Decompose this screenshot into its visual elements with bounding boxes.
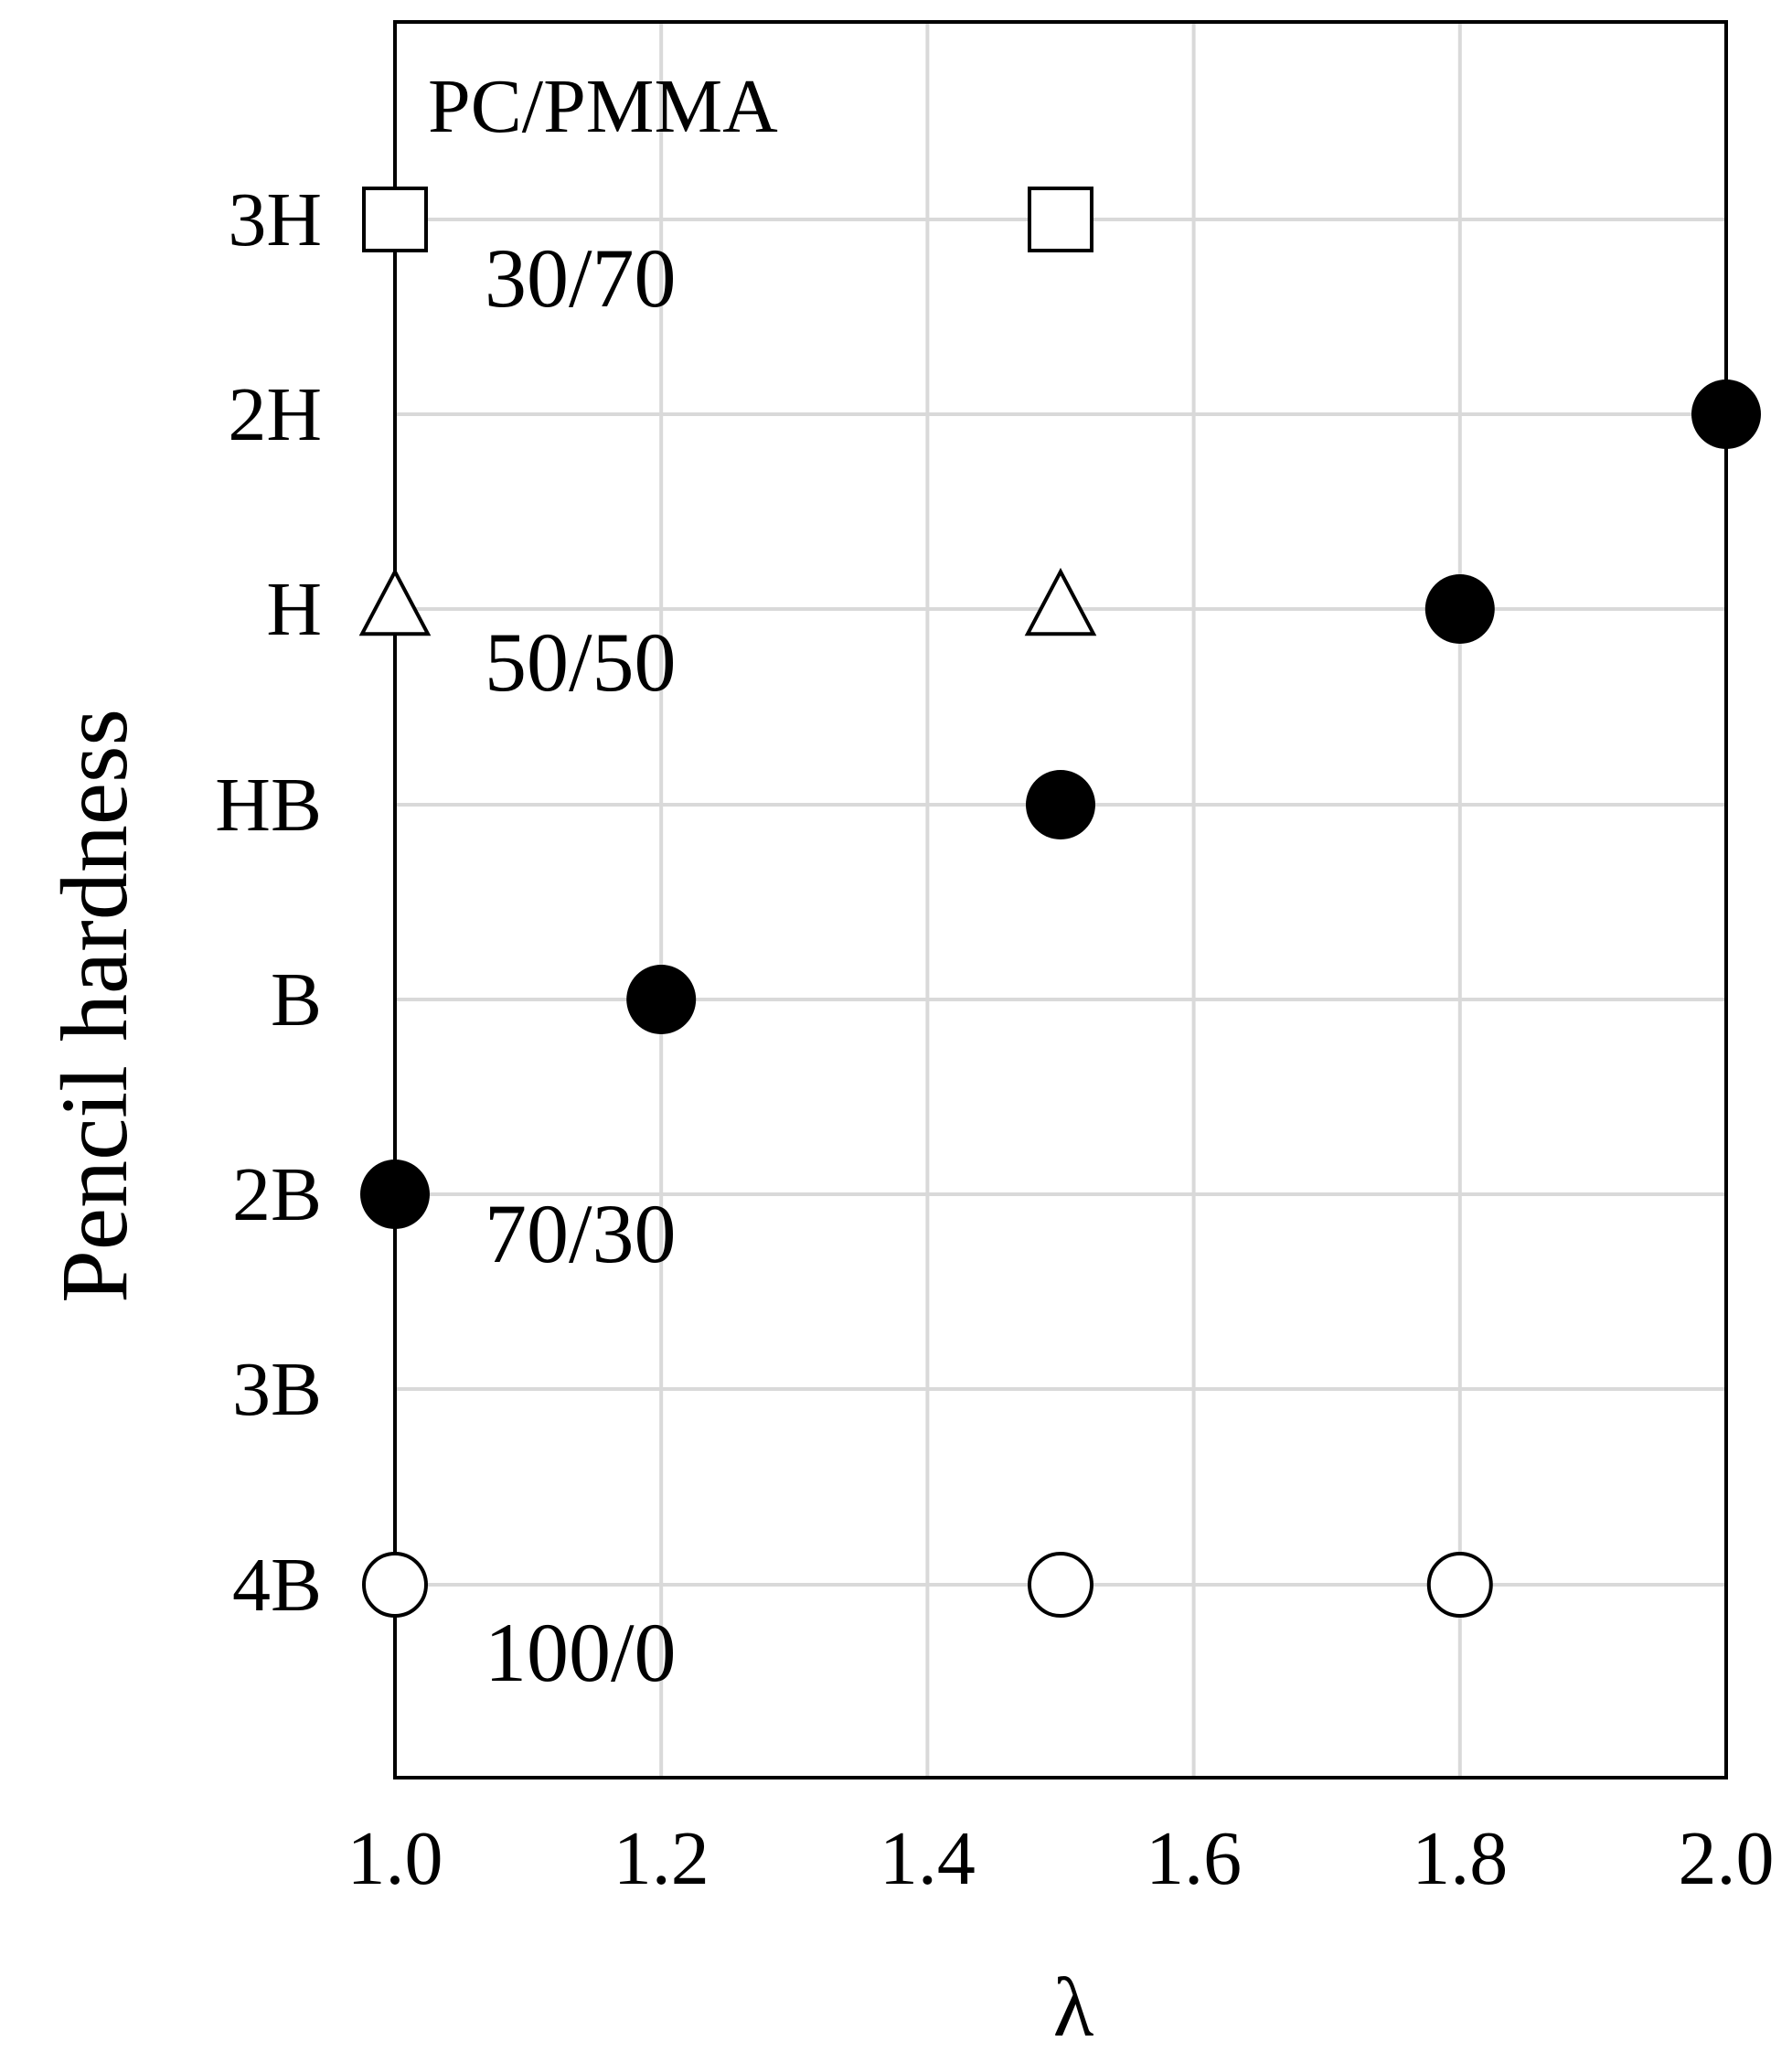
x-tick-label: 1.6	[1146, 1816, 1242, 1901]
x-tick-labels: 1.0 1.2 1.4 1.6 1.8 2.0	[347, 1816, 1775, 1901]
y-tick-label: 2H	[228, 372, 322, 457]
y-tick-label: HB	[215, 763, 322, 848]
data-point-50-50-1.5-H	[1024, 567, 1097, 636]
y-tick-label: 3B	[232, 1347, 322, 1432]
x-tick-label: 1.0	[347, 1816, 443, 1901]
y-axis-label: Pencil hardness	[42, 709, 147, 1303]
series-label: 50/50	[485, 615, 677, 709]
data-point-30-70-1-3H	[362, 187, 428, 252]
series-label: 30/70	[485, 231, 677, 325]
y-tick-label: H	[266, 567, 322, 652]
data-point-100-0-1.5-4B	[1028, 1552, 1093, 1618]
x-axis-label: λ	[1053, 1961, 1094, 2052]
x-tick-label: 1.8	[1412, 1816, 1508, 1901]
series-label: 70/30	[485, 1187, 677, 1280]
y-tick-label: 4B	[232, 1543, 322, 1628]
data-point-100-0-1-4B	[362, 1552, 428, 1618]
y-tick-labels: 4B 3B 2B B HB H 2H 3H	[215, 177, 322, 1628]
series-label: 100/0	[485, 1606, 677, 1699]
data-point-70-30-1.5-HB	[1026, 770, 1095, 839]
data-markers	[358, 187, 1761, 1618]
y-tick-label: B	[271, 957, 322, 1042]
data-point-100-0-1.8-4B	[1426, 1552, 1493, 1618]
y-tick-label: 3H	[228, 177, 322, 262]
data-point-70-30-1.2-B	[626, 965, 697, 1034]
data-point-70-30-2-2H	[1691, 379, 1761, 449]
y-tick-label: 2B	[232, 1152, 322, 1237]
x-tick-label: 2.0	[1679, 1816, 1775, 1901]
data-point-70-30-1.8-H	[1424, 574, 1495, 644]
series-labels: 100/0 70/30 50/50 30/70	[485, 231, 677, 1699]
annotation-title: PC/PMMA	[428, 64, 778, 149]
x-tick-label: 1.4	[880, 1816, 976, 1901]
x-tick-label: 1.2	[613, 1816, 709, 1901]
data-point-50-50-1-H	[358, 567, 432, 636]
data-point-70-30-1-2B	[360, 1160, 430, 1229]
plot-frame	[393, 20, 1728, 1779]
data-point-30-70-1.5-3H	[1028, 187, 1093, 252]
